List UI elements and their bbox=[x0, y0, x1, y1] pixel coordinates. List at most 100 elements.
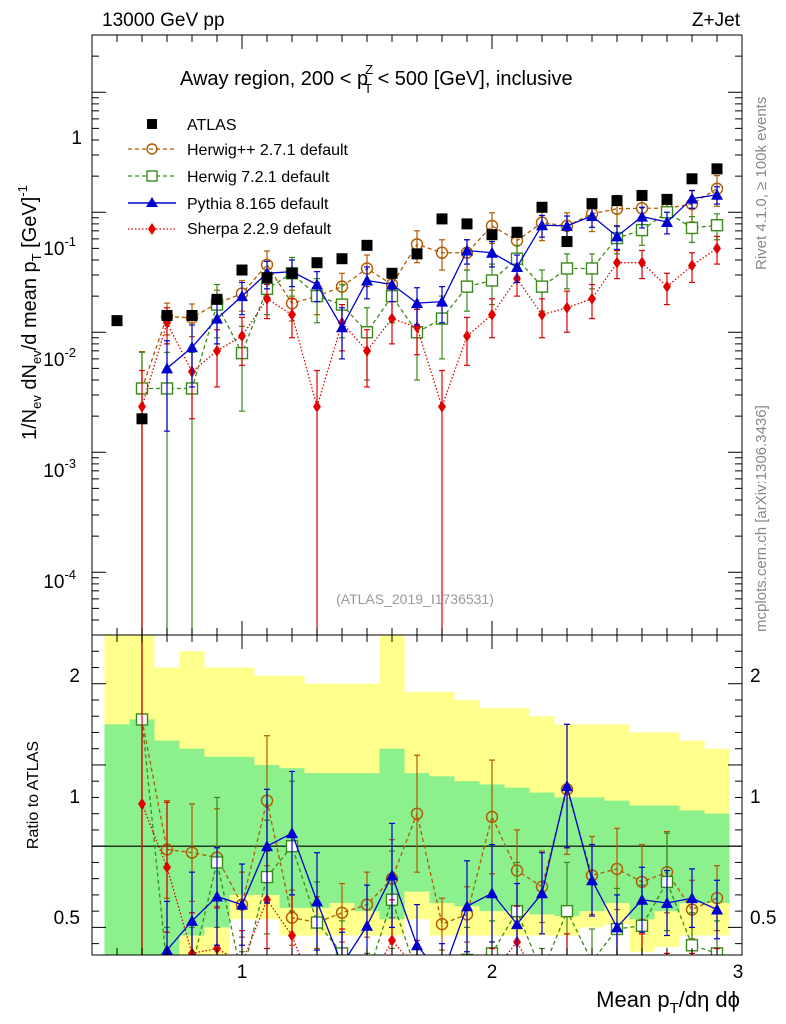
ratio-point-pythia bbox=[636, 893, 648, 905]
ratio-xtick-label: 3 bbox=[733, 962, 744, 983]
data-point-atlas bbox=[111, 315, 123, 327]
legend-marker-herwigpp bbox=[146, 143, 158, 155]
data-point-atlas bbox=[661, 193, 673, 205]
ratio-ytick-label-right: 0.5 bbox=[750, 908, 776, 929]
ratio-point-pythia bbox=[361, 919, 373, 931]
ratio-ylabel: Ratio to ATLAS bbox=[25, 741, 42, 849]
ratio-xtick-label: 2 bbox=[487, 962, 498, 983]
data-point-sherpa bbox=[588, 292, 596, 305]
data-point-sherpa bbox=[638, 256, 646, 269]
data-point-pythia bbox=[386, 278, 398, 290]
ratio-point-pythia bbox=[661, 897, 673, 909]
main-ticks bbox=[91, 34, 743, 636]
legend-label: Herwig++ 2.7.1 default bbox=[187, 142, 349, 159]
legend-label: Herwig 7.2.1 default bbox=[187, 169, 330, 186]
legend-marker-pythia bbox=[146, 197, 158, 207]
data-point-sherpa bbox=[538, 308, 546, 321]
data-point-atlas bbox=[311, 257, 323, 269]
uncertainty-band-inner bbox=[429, 776, 455, 904]
legend-label: ATLAS bbox=[187, 117, 237, 134]
data-point-herwig7 bbox=[585, 262, 599, 275]
main-ytick-label: 10-4 bbox=[43, 567, 76, 593]
data-point-sherpa bbox=[688, 259, 696, 272]
ratio-ytick-label: 2 bbox=[69, 666, 80, 687]
ratio-point-pythia bbox=[536, 887, 548, 899]
data-point-pythia bbox=[561, 219, 573, 231]
ratio-point-pythia bbox=[586, 874, 598, 886]
ratio-point-pythia bbox=[261, 840, 273, 852]
ratio-xtick-label: 1 bbox=[237, 962, 248, 983]
data-point-herwig7 bbox=[560, 262, 574, 275]
data-point-atlas bbox=[386, 267, 398, 279]
data-point-atlas bbox=[361, 239, 373, 251]
ratio-point-sherpa bbox=[413, 964, 421, 976]
series-sherpa bbox=[138, 235, 721, 635]
ratio-point-herwigpp bbox=[485, 810, 499, 824]
legend-label: Pythia 8.165 default bbox=[187, 196, 329, 213]
data-point-pythia bbox=[536, 219, 548, 231]
legend-marker-atlas bbox=[147, 119, 157, 129]
ratio-point-herwig7 bbox=[362, 972, 373, 983]
data-point-pythia bbox=[486, 246, 498, 258]
ratio-point-sherpa bbox=[163, 861, 171, 874]
ratio-point-herwig7 bbox=[162, 962, 173, 973]
ratio-point-herwig7 bbox=[587, 956, 598, 967]
ratio-panel: 2 1 0.5 2 1 0.5 1 2 3 Ratio to ATLAS Mea… bbox=[25, 634, 776, 1017]
ratio-point-pythia bbox=[286, 827, 298, 839]
ratio-point-herwigpp bbox=[185, 846, 199, 859]
data-point-atlas bbox=[436, 213, 448, 225]
ratio-point-herwigpp bbox=[335, 906, 349, 919]
main-series-layer bbox=[111, 163, 724, 635]
chart-title: Away region, 200 < pZ T < 500 [GeV], incl… bbox=[180, 62, 573, 96]
ratio-point-sherpa bbox=[463, 983, 471, 995]
ratio-point-sherpa bbox=[663, 972, 671, 984]
main-ytick-label: 1 bbox=[71, 128, 82, 149]
data-point-herwig7 bbox=[485, 274, 499, 287]
rivet-label: Rivet 4.1.0, ≥ 100k events bbox=[753, 97, 770, 270]
data-point-atlas bbox=[561, 236, 573, 248]
data-point-sherpa bbox=[563, 301, 571, 314]
data-point-atlas bbox=[611, 195, 623, 207]
ratio-point-sherpa bbox=[313, 993, 321, 1005]
header-left: 13000 GeV pp bbox=[102, 10, 225, 31]
data-point-herwig7 bbox=[710, 219, 724, 232]
main-ytick-label: 10-2 bbox=[43, 345, 76, 371]
uncertainty-band-inner bbox=[329, 773, 355, 904]
data-point-pythia bbox=[436, 295, 448, 307]
ratio-point-herwig7 bbox=[537, 967, 548, 978]
data-point-pythia bbox=[411, 297, 423, 309]
ratio-point-pythia bbox=[411, 939, 423, 951]
ratio-line-herwigpp bbox=[141, 719, 718, 926]
ratio-point-pythia bbox=[311, 895, 323, 907]
ratio-point-pythia bbox=[686, 892, 698, 904]
ratio-point-herwigpp bbox=[410, 807, 424, 820]
data-point-herwig7 bbox=[460, 280, 474, 293]
data-point-pythia bbox=[461, 244, 473, 256]
ratio-point-sherpa bbox=[688, 972, 696, 984]
series-line-herwigpp bbox=[141, 188, 718, 389]
data-point-sherpa bbox=[663, 280, 671, 293]
data-point-sherpa bbox=[263, 292, 271, 305]
ratio-point-herwig7 bbox=[437, 979, 448, 990]
data-point-atlas bbox=[411, 248, 423, 260]
ratio-point-sherpa bbox=[388, 934, 396, 947]
ratio-point-pythia bbox=[336, 959, 348, 970]
main-ytick-labels: 1 10-1 10-2 10-3 10-4 bbox=[43, 128, 82, 593]
ratio-ticks bbox=[91, 635, 743, 955]
data-point-pythia bbox=[636, 210, 648, 222]
ratio-point-sherpa bbox=[713, 967, 721, 979]
ratio-point-herwigpp bbox=[435, 917, 449, 931]
legend-item-herwig7: Herwig 7.2.1 default bbox=[128, 169, 330, 186]
data-point-sherpa bbox=[238, 330, 246, 343]
data-point-atlas bbox=[136, 413, 148, 425]
ratio-point-pythia bbox=[486, 887, 498, 899]
ratio-series-layer bbox=[135, 635, 724, 1005]
series-herwigpp bbox=[135, 175, 724, 635]
legend-marker-herwig7 bbox=[146, 170, 158, 182]
data-point-herwig7 bbox=[535, 280, 549, 293]
data-point-atlas bbox=[161, 309, 173, 321]
ratio-series-pythia bbox=[161, 723, 723, 981]
ratio-point-sherpa bbox=[588, 977, 596, 989]
ratio-point-pythia bbox=[436, 970, 448, 981]
